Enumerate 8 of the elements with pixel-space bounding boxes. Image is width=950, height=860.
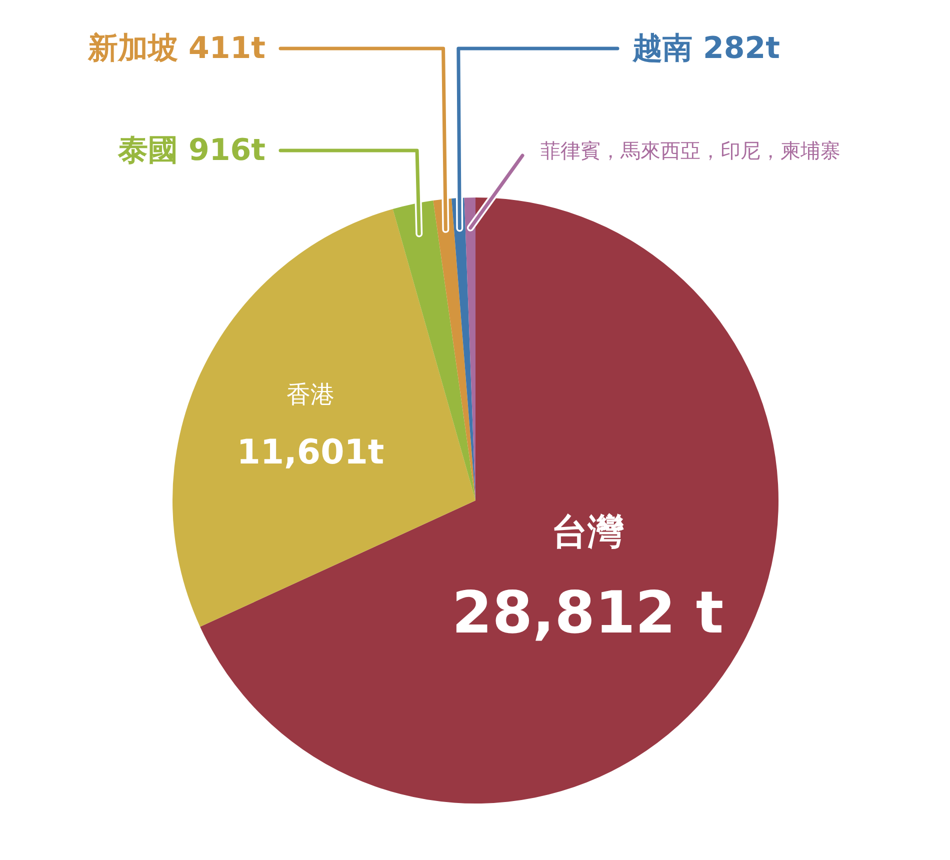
data-label: 28,812 t	[452, 578, 724, 646]
slice-label: 越南 282t	[632, 31, 780, 66]
slice-label: 新加坡 411t	[87, 31, 266, 66]
slice-label: 香港	[286, 380, 334, 408]
slice-label: 菲律賓，馬來西亞，印尼，柬埔寨	[540, 138, 840, 162]
slice-label: 台灣	[552, 512, 625, 553]
slice-label: 泰國 916t	[117, 133, 266, 168]
data-label: 11,601t	[236, 432, 384, 472]
